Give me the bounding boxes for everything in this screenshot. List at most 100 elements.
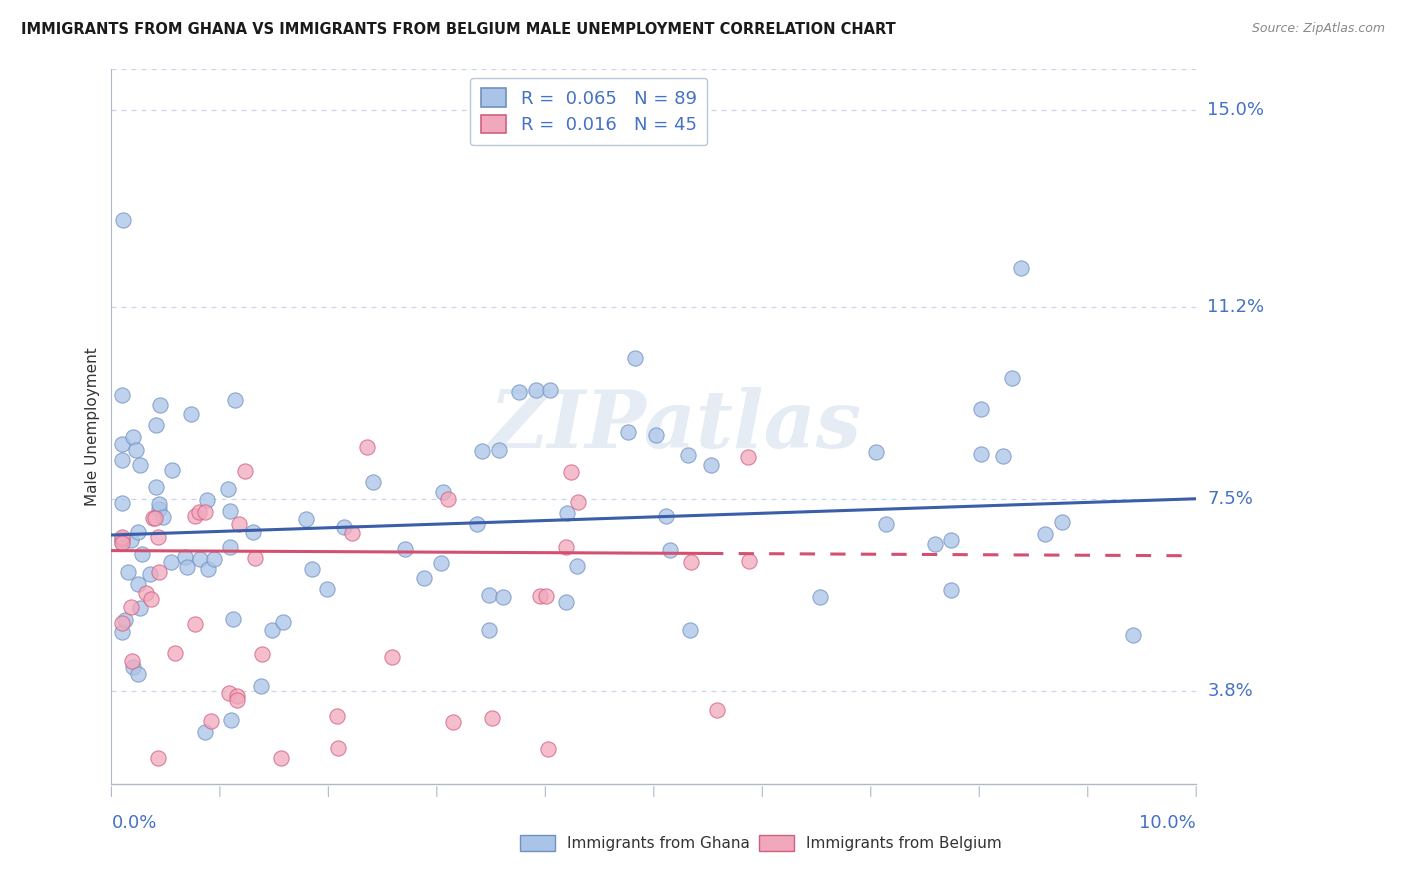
Point [145, 480, 167, 494]
Point [195, 492, 218, 507]
Text: 7.5%: 7.5% [1208, 490, 1253, 508]
Text: Immigrants from Belgium: Immigrants from Belgium [806, 836, 1001, 851]
Point [188, 504, 211, 518]
Point [706, 703, 728, 717]
Point [1001, 370, 1024, 384]
Point [176, 559, 198, 574]
Point [114, 614, 136, 628]
Point [120, 599, 142, 614]
Point [538, 384, 561, 398]
Point [478, 588, 501, 602]
Point [555, 540, 578, 554]
Point [142, 511, 165, 525]
Point [970, 447, 993, 461]
Point [125, 442, 148, 457]
Point [865, 444, 887, 458]
Point [152, 510, 174, 524]
Point [567, 495, 589, 509]
Point [250, 679, 273, 693]
Point [1035, 527, 1057, 541]
Point [242, 524, 264, 539]
Text: 11.2%: 11.2% [1208, 298, 1264, 316]
Point [194, 725, 217, 739]
Point [131, 547, 153, 561]
Point [222, 612, 245, 626]
Point [659, 543, 682, 558]
Point [111, 437, 134, 451]
Point [617, 425, 640, 439]
Point [200, 714, 222, 729]
Point [190, 552, 212, 566]
Text: Source: ZipAtlas.com: Source: ZipAtlas.com [1251, 22, 1385, 36]
Point [340, 525, 363, 540]
Point [250, 647, 273, 661]
Point [560, 465, 582, 479]
Point [162, 463, 184, 477]
Point [970, 401, 993, 416]
Point [129, 458, 152, 472]
Point [134, 586, 156, 600]
Point [492, 590, 515, 604]
Point [159, 555, 181, 569]
Point [381, 649, 404, 664]
Point [111, 615, 134, 630]
Point [1010, 260, 1032, 275]
Point [429, 557, 451, 571]
Point [120, 533, 142, 547]
Point [328, 741, 350, 756]
Point [361, 475, 384, 489]
Point [145, 418, 167, 433]
Point [128, 600, 150, 615]
Text: 10.0%: 10.0% [1139, 814, 1197, 832]
Point [111, 388, 134, 402]
Point [508, 385, 530, 400]
Point [437, 492, 460, 507]
Point [1052, 516, 1074, 530]
Point [301, 562, 323, 576]
Point [143, 510, 166, 524]
Point [219, 713, 242, 727]
Point [565, 558, 588, 573]
Legend: R =  0.065   N = 89, R =  0.016   N = 45: R = 0.065 N = 89, R = 0.016 N = 45 [470, 78, 707, 145]
Point [326, 709, 349, 723]
Point [394, 542, 416, 557]
Point [808, 590, 831, 604]
Point [148, 497, 170, 511]
Point [333, 520, 356, 534]
Point [481, 711, 503, 725]
Point [224, 392, 246, 407]
Point [141, 592, 163, 607]
Y-axis label: Male Unemployment: Male Unemployment [86, 347, 100, 506]
Point [127, 577, 149, 591]
Point [270, 751, 292, 765]
Text: Immigrants from Ghana: Immigrants from Ghana [567, 836, 749, 851]
Point [180, 407, 202, 421]
Point [488, 442, 510, 457]
Point [875, 517, 897, 532]
Point [432, 485, 454, 500]
Point [149, 398, 172, 412]
Point [165, 646, 187, 660]
Point [148, 565, 170, 579]
Text: ZIPatlas: ZIPatlas [489, 387, 862, 465]
Point [557, 506, 579, 520]
Point [193, 505, 215, 519]
Point [202, 551, 225, 566]
Point [700, 458, 723, 472]
Point [478, 623, 501, 637]
Point [655, 508, 678, 523]
Point [112, 213, 135, 227]
Point [226, 690, 249, 704]
Point [111, 624, 134, 639]
Point [235, 464, 257, 478]
Point [111, 533, 134, 547]
Point [924, 537, 946, 551]
Point [645, 428, 668, 442]
Point [226, 693, 249, 707]
Point [412, 571, 434, 585]
Point [260, 623, 283, 637]
Point [217, 482, 239, 496]
Point [243, 550, 266, 565]
Point [219, 540, 242, 554]
Point [146, 530, 169, 544]
